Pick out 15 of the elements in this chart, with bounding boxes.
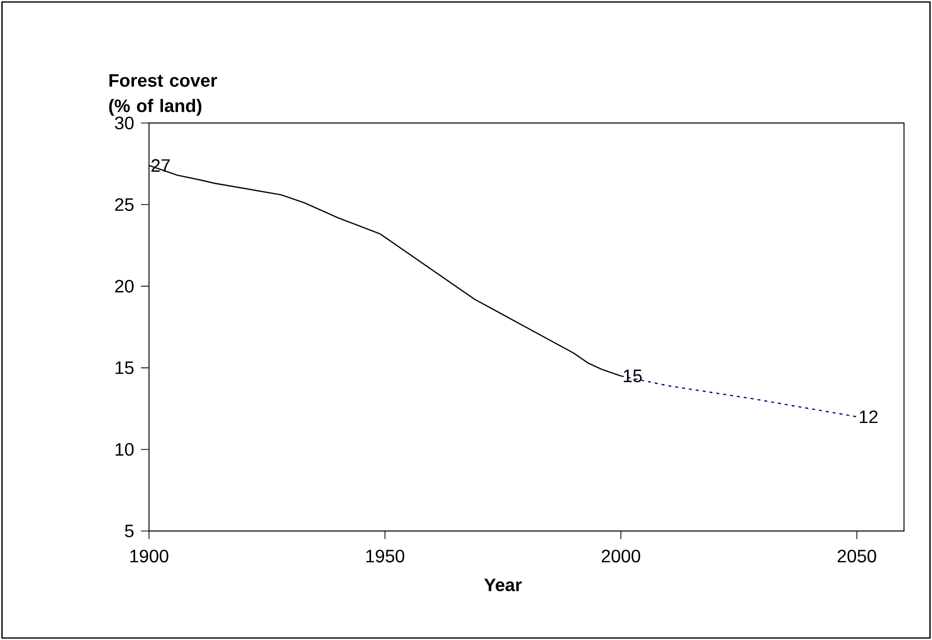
x-axis-title: Year: [484, 578, 522, 592]
x-tick-label: 2050: [838, 550, 876, 562]
x-tick-label: 1950: [366, 550, 404, 562]
y-tick-label: 5: [124, 524, 134, 538]
x-tick-label: 2000: [602, 550, 640, 562]
y-tick-label: 25: [115, 198, 134, 211]
y-tick-label: 30: [114, 116, 134, 130]
y-tick-label: 10: [116, 443, 134, 456]
y-axis-title: Forest cover (% of land): [109, 74, 218, 116]
annotation: 15: [624, 370, 642, 382]
y-tick-label: 20: [115, 280, 134, 293]
y-tick-label: 15: [116, 362, 134, 374]
annotation: 27: [152, 159, 170, 172]
annotation: 12: [860, 410, 878, 424]
x-tick-label: 1900: [130, 550, 168, 562]
